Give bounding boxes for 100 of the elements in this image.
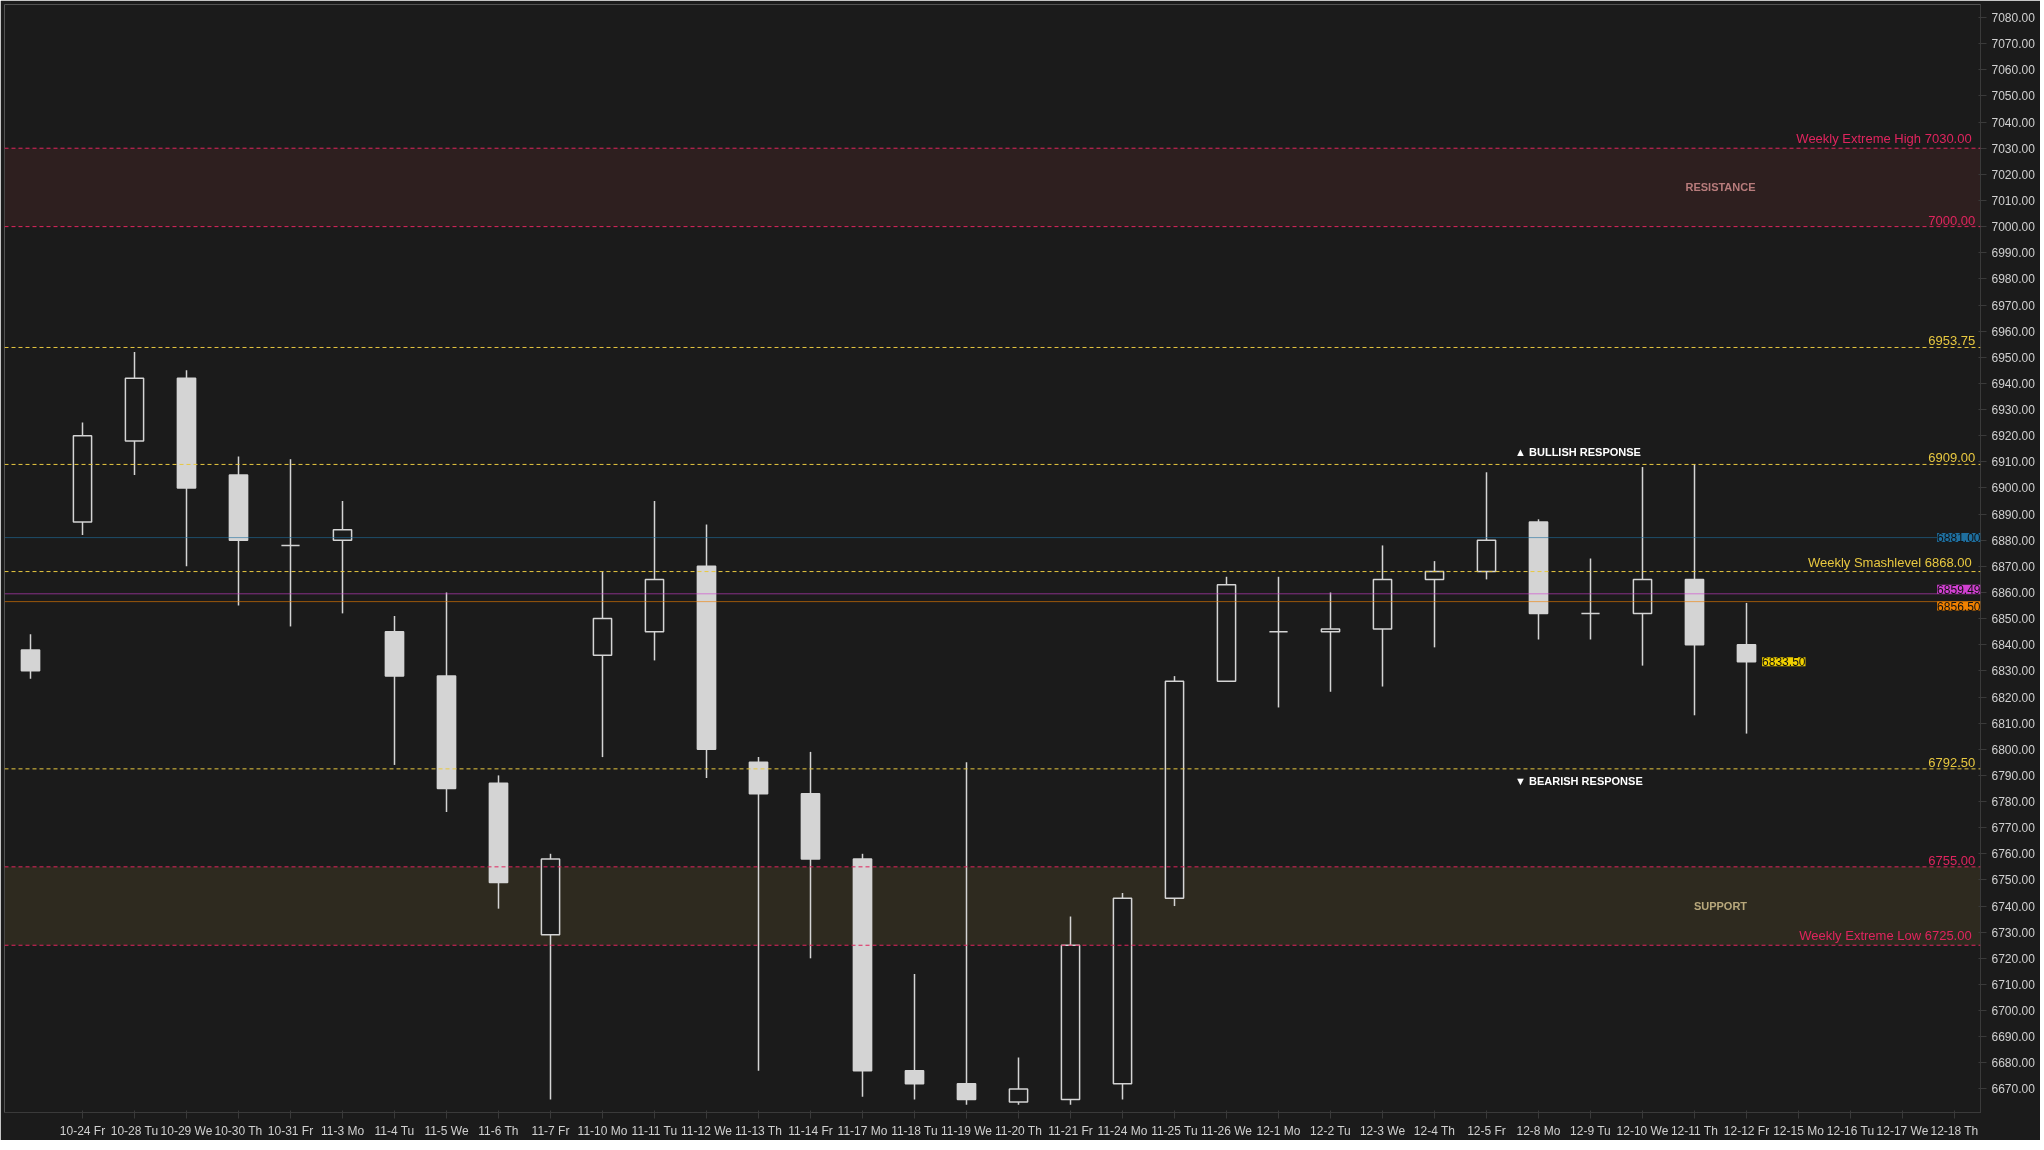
x-tick-label: 12-8 Mo bbox=[1516, 1123, 1561, 1138]
y-tick-label: 6680.00 bbox=[1991, 1056, 2036, 1071]
candlestick bbox=[20, 633, 41, 680]
ref-line-label: 6859.49 bbox=[1937, 582, 1981, 597]
x-tick-label: 11-5 We bbox=[424, 1123, 469, 1138]
candlestick bbox=[956, 761, 977, 1106]
y-tick-label: 7020.00 bbox=[1991, 167, 2036, 182]
y-tick-label: 6760.00 bbox=[1991, 847, 2036, 862]
annotation: 6833.50 bbox=[1762, 655, 1806, 670]
ref-line-label: 6953.75 bbox=[1928, 333, 1976, 349]
x-tick-label: 11-24 Mo bbox=[1097, 1123, 1148, 1138]
x-tick-label: 12-17 We bbox=[1876, 1123, 1929, 1138]
y-tick-label: 6940.00 bbox=[1991, 376, 2036, 391]
x-tick-label: 10-28 Tu bbox=[110, 1123, 159, 1138]
y-tick-label: 6990.00 bbox=[1991, 246, 2036, 261]
y-tick-label: 7050.00 bbox=[1991, 89, 2036, 104]
y-tick-label: 6700.00 bbox=[1991, 1004, 2036, 1019]
y-tick-label: 6750.00 bbox=[1991, 873, 2036, 888]
x-tick-label: 11-10 Mo bbox=[577, 1123, 628, 1138]
x-tick-label: 11-3 Mo bbox=[320, 1123, 365, 1138]
y-tick-label: 6980.00 bbox=[1991, 272, 2036, 287]
x-tick-label: 12-16 Tu bbox=[1826, 1123, 1875, 1138]
candlestick bbox=[332, 500, 353, 615]
y-tick-label: 6830.00 bbox=[1991, 664, 2036, 679]
y-tick-label: 6690.00 bbox=[1991, 1030, 2036, 1045]
x-tick-label: 11-14 Fr bbox=[788, 1123, 833, 1138]
y-tick-label: 6920.00 bbox=[1991, 429, 2036, 444]
candlestick bbox=[1580, 557, 1601, 641]
x-tick-label: 12-3 We bbox=[1359, 1123, 1406, 1138]
x-tick-label: 12-15 Mo bbox=[1773, 1123, 1825, 1138]
annotation: ▼ BEARISH RESPONSE bbox=[1515, 774, 1643, 787]
y-tick-label: 6900.00 bbox=[1991, 481, 2036, 496]
candlestick bbox=[1008, 1056, 1029, 1106]
candlestick bbox=[1736, 602, 1757, 735]
y-tick-label: 6970.00 bbox=[1991, 298, 2036, 313]
x-tick-label: 10-30 Th bbox=[214, 1123, 263, 1138]
x-tick-label: 10-29 We bbox=[160, 1123, 213, 1138]
x-tick-label: 12-11 Th bbox=[1670, 1123, 1718, 1138]
y-tick-label: 6740.00 bbox=[1991, 899, 2036, 914]
band-label: SUPPORT bbox=[1693, 900, 1748, 913]
y-tick-label: 6720.00 bbox=[1991, 951, 2036, 966]
y-tick-label: 6880.00 bbox=[1991, 533, 2036, 548]
y-tick-label: 7000.00 bbox=[1991, 220, 2036, 235]
x-tick-label: 12-5 Fr bbox=[1467, 1123, 1506, 1138]
x-tick-label: 12-4 Th bbox=[1413, 1123, 1455, 1138]
ref-line-label: Weekly Extreme Low 6725.00 bbox=[1799, 928, 1972, 944]
ref-line-label: 6792.50 bbox=[1928, 754, 1976, 770]
x-tick-label: 11-18 Tu bbox=[891, 1123, 938, 1138]
y-tick-label: 6850.00 bbox=[1991, 612, 2036, 627]
y-tick-label: 7080.00 bbox=[1991, 11, 2036, 26]
y-tick-label: 7010.00 bbox=[1991, 193, 2036, 208]
x-tick-label: 11-13 Th bbox=[734, 1123, 782, 1138]
x-tick-label: 11-26 We bbox=[1201, 1123, 1253, 1138]
ref-line-label: 6909.00 bbox=[1928, 450, 1976, 466]
ref-line-label: 6881.00 bbox=[1937, 531, 1981, 546]
candlestick bbox=[280, 458, 301, 628]
x-tick-label: 11-7 Fr bbox=[531, 1123, 570, 1138]
y-tick-label: 6790.00 bbox=[1991, 768, 2036, 783]
ref-line-label: Weekly Smashlevel 6868.00 bbox=[1807, 554, 1972, 570]
x-tick-label: 12-10 We bbox=[1616, 1123, 1669, 1138]
y-tick-label: 6930.00 bbox=[1991, 403, 2036, 418]
x-tick-label: 12-1 Mo bbox=[1256, 1123, 1301, 1138]
candlestick bbox=[748, 756, 769, 1072]
y-tick-label: 6730.00 bbox=[1991, 925, 2036, 940]
x-tick-label: 10-31 Fr bbox=[267, 1123, 314, 1138]
candlestick bbox=[904, 973, 925, 1101]
x-tick-label: 12-18 Th bbox=[1930, 1123, 1979, 1138]
y-tick-label: 7040.00 bbox=[1991, 115, 2036, 130]
x-tick-label: 10-24 Fr bbox=[59, 1123, 106, 1138]
x-tick-label: 11-17 Mo bbox=[837, 1123, 888, 1138]
x-tick-label: 11-11 Tu bbox=[631, 1123, 678, 1138]
annotation: ▲ BULLISH RESPONSE bbox=[1515, 446, 1641, 459]
y-tick-label: 7030.00 bbox=[1991, 141, 2036, 156]
ref-line-label: 6856.50 bbox=[1937, 599, 1981, 614]
y-tick-label: 6890.00 bbox=[1991, 507, 2036, 522]
x-tick-label: 11-21 Fr bbox=[1048, 1123, 1093, 1138]
y-tick-label: 7060.00 bbox=[1991, 63, 2036, 78]
x-tick-label: 11-19 We bbox=[941, 1123, 993, 1138]
y-tick-label: 6810.00 bbox=[1991, 716, 2036, 731]
y-tick-label: 6840.00 bbox=[1991, 638, 2036, 653]
y-tick-label: 6870.00 bbox=[1991, 559, 2036, 574]
ref-line-label: 6755.00 bbox=[1928, 852, 1976, 868]
ref-line-label: Weekly Extreme High 7030.00 bbox=[1796, 131, 1972, 147]
y-tick-label: 6950.00 bbox=[1991, 350, 2036, 365]
y-tick-label: 6910.00 bbox=[1991, 455, 2036, 470]
y-tick-label: 7070.00 bbox=[1991, 37, 2036, 52]
band-label: RESISTANCE bbox=[1685, 181, 1756, 194]
candlestick bbox=[1320, 591, 1341, 693]
x-tick-label: 11-4 Tu bbox=[374, 1123, 415, 1138]
y-tick-label: 6960.00 bbox=[1991, 324, 2036, 339]
x-tick-label: 11-12 We bbox=[681, 1123, 733, 1138]
x-tick-label: 12-2 Tu bbox=[1310, 1123, 1351, 1138]
candlestick bbox=[1268, 576, 1289, 709]
y-tick-label: 6770.00 bbox=[1991, 821, 2036, 836]
ref-line-label: 7000.00 bbox=[1928, 212, 1976, 228]
y-tick-label: 6820.00 bbox=[1991, 690, 2036, 705]
y-tick-label: 6670.00 bbox=[1991, 1082, 2036, 1097]
x-tick-label: 11-6 Th bbox=[478, 1123, 519, 1138]
x-tick-label: 11-20 Th bbox=[994, 1123, 1042, 1138]
y-tick-label: 6800.00 bbox=[1991, 742, 2036, 757]
